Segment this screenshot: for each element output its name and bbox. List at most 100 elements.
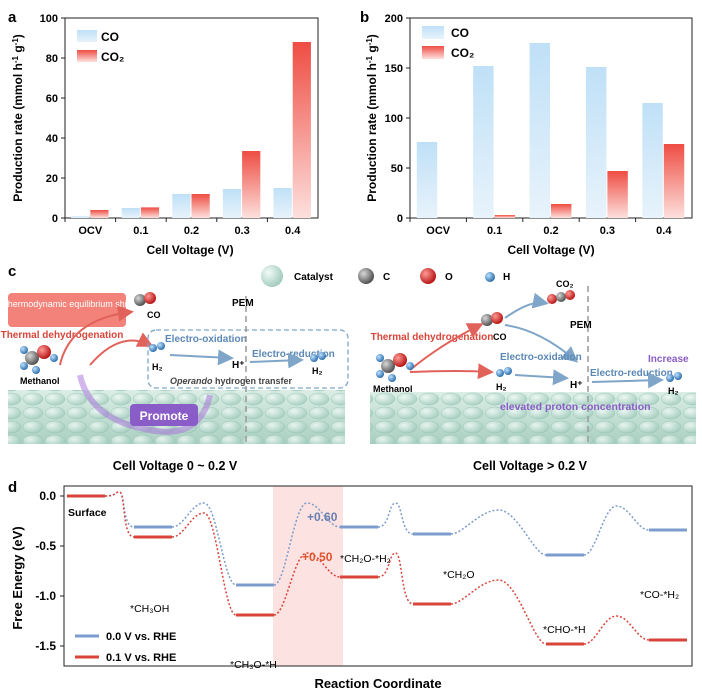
legend-c: C bbox=[383, 272, 390, 283]
methanol-label-right: Methanol bbox=[373, 384, 413, 394]
y-tick-label: 100 bbox=[385, 113, 403, 125]
chart-b-ylabel: Production rate (mmol h-1 g-1) bbox=[365, 34, 379, 202]
chart-a-xlabel: Cell Voltage (V) bbox=[146, 243, 233, 257]
panel-c-legend: Catalyst C O H bbox=[261, 265, 510, 287]
methanol-molecule-icon bbox=[20, 345, 58, 374]
transition-path-s0-1 bbox=[171, 502, 237, 586]
co2-label-right: CO₂ bbox=[556, 279, 574, 289]
co-molecule-icon bbox=[134, 294, 146, 306]
panel-label-d: d bbox=[8, 479, 17, 496]
x-tick-label: OCV bbox=[78, 225, 103, 237]
x-tick-label: 0.4 bbox=[656, 225, 672, 237]
operando-label: Operando hydrogen transfer bbox=[170, 376, 293, 386]
transition-path-s0-4 bbox=[450, 509, 547, 556]
transition-path-s1-2 bbox=[273, 552, 341, 616]
h2-out-label-left: H₂ bbox=[312, 366, 323, 376]
transition-path-s0-0 bbox=[104, 491, 135, 528]
thermo-box bbox=[8, 293, 126, 327]
panel-label-b: b bbox=[360, 9, 369, 26]
y-tick-label: -1.0 bbox=[35, 589, 56, 603]
hydrogen-atom-icon bbox=[485, 272, 495, 282]
x-tick-label: 0.2 bbox=[184, 225, 199, 237]
x-tick-label: 0.1 bbox=[487, 225, 502, 237]
state-label-3: *CH₂O-*H₂ bbox=[340, 553, 391, 565]
panel-label-a: a bbox=[8, 9, 17, 26]
state-label-1: *CH₃OH bbox=[130, 603, 169, 615]
thermo-box-label: Thermodynamic equilibrium shift bbox=[2, 299, 132, 309]
chart-b: 0 50 100 150 200 OCV 0.1 0.2 0.3 0.4 Cell Voltage… bbox=[365, 13, 693, 257]
panel-label-c: c bbox=[8, 263, 16, 280]
promote-label: Promote bbox=[140, 409, 189, 423]
caption-right: Cell Voltage > 0.2 V bbox=[473, 459, 588, 473]
catalyst-legend-icon bbox=[261, 265, 283, 287]
bar-co-OCV bbox=[71, 216, 90, 218]
chart-b-xlabel: Cell Voltage (V) bbox=[507, 243, 594, 257]
pem-label-right: PEM bbox=[570, 320, 592, 331]
thermal-label-left: Thermal dehydrogenation bbox=[1, 330, 124, 341]
h2-out-right-icon bbox=[666, 372, 682, 382]
y-tick-label: 100 bbox=[40, 13, 58, 25]
pem-label-left: PEM bbox=[232, 298, 254, 309]
y-tick-label: 50 bbox=[391, 163, 403, 175]
elevated-proton-label: elevated proton concentration bbox=[500, 401, 651, 413]
caption-left: Cell Voltage 0 ~ 0.2 V bbox=[113, 459, 238, 473]
state-label-0: Surface bbox=[68, 507, 107, 519]
x-tick-label: 0.3 bbox=[600, 225, 615, 237]
legend-o: O bbox=[445, 272, 453, 283]
increase-label: Increase bbox=[648, 354, 689, 365]
h2-out-icon-left bbox=[310, 352, 326, 362]
methanol-label-left: Methanol bbox=[20, 376, 60, 386]
bar-co-0.3 bbox=[585, 67, 607, 218]
y-tick-label: 0 bbox=[397, 213, 403, 225]
y-tick-label: 80 bbox=[46, 53, 58, 65]
state-label-4: *CH₂O bbox=[443, 569, 475, 581]
transition-path-s1-1 bbox=[171, 512, 237, 616]
y-tick-label: -0.5 bbox=[35, 539, 56, 553]
bar-co2-0.2 bbox=[191, 194, 210, 218]
bar-co2-0.1 bbox=[140, 207, 160, 218]
bar-co2-0.4 bbox=[663, 144, 685, 218]
transition-path-s0-2 bbox=[273, 502, 341, 586]
panel-c-left-scene: Thermodynamic equilibrium shift CO Therm… bbox=[1, 292, 349, 473]
chart-a-legend-co-swatch bbox=[77, 30, 97, 42]
x-tick-label: OCV bbox=[426, 225, 451, 237]
bar-co-0.1 bbox=[473, 66, 494, 218]
methanol-molecule-right-icon bbox=[376, 353, 414, 382]
barrier-00-label: +0.60 bbox=[307, 510, 338, 524]
bar-co2-0.1 bbox=[494, 215, 516, 218]
promote-arrow bbox=[77, 374, 213, 435]
bar-co2-0.4 bbox=[292, 42, 311, 218]
y-tick-label: -1.5 bbox=[35, 639, 56, 653]
chart-a-legend-co2-swatch bbox=[77, 50, 97, 62]
co-label-right: CO bbox=[493, 332, 507, 342]
bar-co-0.2 bbox=[172, 194, 191, 218]
bar-co-OCV bbox=[416, 142, 438, 218]
y-tick-label: 150 bbox=[385, 63, 403, 75]
rate-limiting-highlight bbox=[273, 486, 343, 666]
bar-co-0.4 bbox=[642, 103, 663, 218]
h2-molecule-right-icon bbox=[496, 367, 512, 377]
chart-d-xlabel: Reaction Coordinate bbox=[314, 676, 441, 691]
bar-co-0.3 bbox=[222, 189, 242, 218]
electro-reduction-right: Electro-reduction bbox=[590, 368, 673, 379]
h2-label-left: H₂ bbox=[152, 362, 163, 372]
x-tick-label: 0.2 bbox=[543, 225, 558, 237]
x-tick-label: 0.4 bbox=[285, 225, 301, 237]
chart-b-legend-co2-swatch bbox=[422, 46, 444, 59]
co-label-left: CO bbox=[147, 310, 161, 320]
h-plus-label-right: H⁺ bbox=[570, 380, 583, 391]
electro-oxidation-right: Electro-oxidation bbox=[500, 352, 582, 363]
transition-path-s1-5 bbox=[583, 615, 650, 645]
state-label-5: *CHO-*H bbox=[543, 624, 586, 636]
transition-path-s0-3 bbox=[377, 502, 414, 535]
oxygen-atom-icon bbox=[420, 268, 436, 284]
chart-a-legend-co2: CO₂ bbox=[101, 50, 124, 64]
chart-a: 0 20 40 60 80 100 OCV 0.1 0.2 0.3 0.4 Cell Voltage… bbox=[11, 13, 319, 257]
x-tick-label: 0.3 bbox=[234, 225, 249, 237]
chart-a-ylabel: Production rate (mmol h-1 g-1) bbox=[11, 34, 25, 202]
h2-molecule-icon bbox=[149, 342, 165, 352]
bar-co-0.1 bbox=[121, 208, 140, 218]
panel-c-right-scene: CO₂ PEM CO Thermal dehydrogenation Metha… bbox=[370, 279, 696, 473]
y-tick-label: 60 bbox=[46, 93, 58, 105]
